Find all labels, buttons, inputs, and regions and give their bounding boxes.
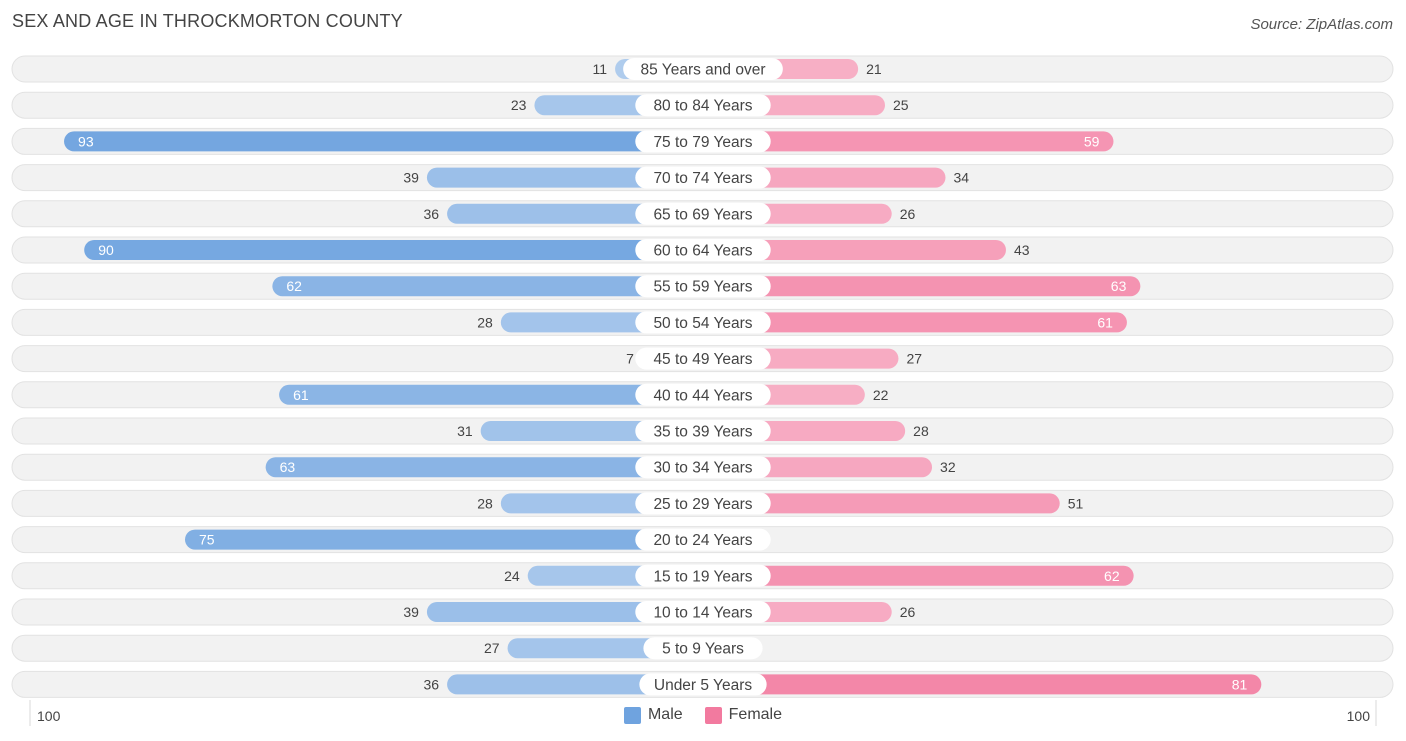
category-label-background — [635, 239, 771, 261]
legend-swatch-female — [704, 706, 722, 724]
category-label-background — [635, 601, 771, 623]
category-label-background — [635, 528, 771, 551]
female-value-label: 28 — [913, 423, 929, 439]
female-value-label: 27 — [906, 351, 922, 367]
category-label: 15 to 19 Years — [653, 568, 752, 585]
category-label-background — [635, 564, 771, 587]
female-value-label: 62 — [1104, 568, 1120, 584]
female-value-label: 51 — [1068, 495, 1084, 511]
female-value-label: 22 — [873, 387, 889, 403]
female-value-label: 63 — [1111, 278, 1127, 294]
male-value-label: 63 — [280, 459, 296, 475]
category-label-background — [635, 94, 771, 117]
chart-legend: Male Female — [0, 706, 1406, 724]
category-label: 65 to 69 Years — [653, 206, 752, 223]
category-label-background — [635, 420, 771, 442]
female-value-label: 21 — [866, 61, 882, 77]
category-label-background — [623, 58, 783, 80]
category-label-background — [635, 492, 771, 515]
male-bar — [185, 529, 703, 550]
category-label-background — [635, 130, 771, 153]
category-label-background — [635, 347, 771, 370]
male-value-label: 39 — [403, 170, 419, 186]
male-bar — [84, 240, 703, 260]
axis-left-label: 100 — [37, 708, 61, 724]
legend-swatch-male — [623, 706, 641, 724]
male-value-label: 90 — [98, 242, 114, 258]
category-label: 75 to 79 Years — [653, 134, 752, 151]
male-bar — [426, 602, 703, 622]
male-value-label: 61 — [293, 387, 309, 403]
female-value-label: 25 — [893, 97, 909, 113]
female-bar — [703, 565, 1134, 586]
category-label: 55 to 59 Years — [653, 279, 752, 296]
female-value-label: 32 — [940, 459, 956, 475]
male-bar — [64, 131, 704, 152]
legend-label-female: Female — [728, 706, 783, 723]
male-value-label: 11 — [593, 61, 608, 77]
female-bar — [703, 276, 1141, 297]
category-label: 25 to 29 Years — [653, 496, 752, 513]
category-label: 80 to 84 Years — [653, 98, 752, 115]
female-value-label: 26 — [900, 206, 916, 222]
male-bar — [265, 457, 703, 478]
female-bar — [703, 312, 1127, 333]
category-label: Under 5 Years — [654, 677, 752, 694]
male-bar — [279, 384, 703, 405]
male-bar — [426, 167, 703, 188]
category-label: 5 to 9 Years — [662, 641, 744, 658]
category-label: 35 to 39 Years — [653, 424, 752, 441]
female-bar — [703, 493, 1060, 514]
male-value-label: 31 — [457, 423, 473, 439]
category-label-background — [635, 202, 771, 225]
category-label: 10 to 14 Years — [653, 605, 752, 622]
male-value-label: 27 — [484, 640, 500, 656]
female-value-label: 59 — [1084, 133, 1100, 149]
category-label-background — [635, 311, 771, 334]
male-bar — [272, 276, 703, 297]
legend-label-male: Male — [647, 706, 683, 723]
female-value-label: 81 — [1232, 676, 1248, 692]
male-value-label: 23 — [511, 97, 527, 113]
axis-right-label: 100 — [1346, 708, 1370, 724]
male-value-label: 7 — [626, 351, 634, 367]
category-label: 50 to 54 Years — [653, 315, 752, 332]
female-bar — [703, 240, 1006, 260]
male-value-label: 62 — [286, 278, 302, 294]
category-label: 40 to 44 Years — [653, 387, 752, 404]
female-bar — [703, 674, 1262, 695]
category-label: 45 to 49 Years — [653, 351, 752, 368]
category-label-background — [639, 673, 767, 696]
male-bar — [447, 674, 703, 695]
male-value-label: 28 — [477, 314, 493, 330]
male-value-label: 93 — [78, 133, 94, 149]
female-value-label: 43 — [1014, 242, 1030, 258]
category-label-background — [643, 637, 763, 660]
male-value-label: 36 — [424, 206, 440, 222]
female-value-label: 61 — [1097, 314, 1113, 330]
male-value-label: 28 — [477, 495, 493, 511]
chart-title: SEX AND AGE IN THROCKMORTON COUNTY — [12, 11, 403, 31]
category-label-background — [635, 383, 771, 406]
female-value-label: 34 — [953, 170, 969, 186]
male-value-label: 39 — [403, 604, 419, 620]
category-label-background — [635, 166, 771, 189]
category-label-background — [635, 275, 771, 298]
category-label: 70 to 74 Years — [653, 170, 752, 187]
category-label: 30 to 34 Years — [653, 460, 752, 477]
male-value-label: 24 — [504, 568, 520, 584]
chart-source: Source: ZipAtlas.com — [1250, 16, 1393, 33]
category-label: 85 Years and over — [641, 62, 766, 79]
legend-item-male[interactable]: Male — [623, 706, 683, 724]
male-value-label: 75 — [199, 532, 215, 548]
male-value-label: 36 — [424, 676, 440, 692]
category-label: 60 to 64 Years — [653, 243, 752, 260]
category-label: 20 to 24 Years — [653, 532, 752, 549]
legend-item-female[interactable]: Female — [704, 706, 783, 724]
category-label-background — [635, 456, 771, 479]
female-value-label: 26 — [900, 604, 916, 620]
female-bar — [703, 131, 1114, 152]
